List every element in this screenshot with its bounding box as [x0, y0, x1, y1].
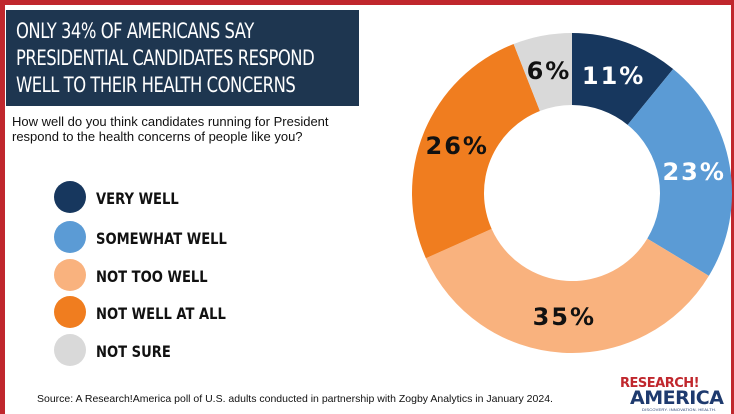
slice-label-somewhat-well: 23% [662, 158, 725, 186]
legend-swatch-not-too-well [54, 259, 86, 291]
logo-text-bottom: AMERICA [630, 387, 724, 409]
title-banner: ONLY 34% OF AMERICANS SAY PRESIDENTIAL C… [6, 10, 359, 106]
legend-item-not-too-well: NOT TOO WELL [54, 259, 314, 291]
slice-label-not-sure: 6% [527, 57, 572, 85]
slice-not-too-well [425, 228, 709, 353]
legend-label-somewhat-well: SOMEWHAT WELL [96, 229, 227, 248]
research-america-logo: RESEARCH! AMERICA DISCOVERY. INNOVATION.… [620, 376, 726, 412]
legend-label-not-well-at-all: NOT WELL AT ALL [96, 304, 226, 323]
donut-slices [412, 33, 733, 353]
legend-item-not-sure: NOT SURE [54, 334, 314, 366]
legend-item-not-well-at-all: NOT WELL AT ALL [54, 296, 314, 328]
slice-label-very-well: 11% [582, 62, 645, 90]
logo-text-top: RESEARCH! [620, 376, 700, 391]
legend-item-somewhat-well: SOMEWHAT WELL [54, 221, 314, 253]
slice-somewhat-well [627, 69, 733, 276]
question-line-1: How well do you think candidates running… [12, 114, 329, 129]
title-line-1: ONLY 34% OF AMERICANS SAY [16, 19, 254, 43]
title-line-3: WELL TO THEIR HEALTH CONCERNS [16, 73, 296, 97]
legend-label-not-sure: NOT SURE [96, 342, 171, 361]
slice-very-well [572, 33, 674, 125]
legend-swatch-not-well-at-all [54, 296, 86, 328]
legend-swatch-not-sure [54, 334, 86, 366]
question-line-2: respond to the health concerns of people… [12, 129, 303, 144]
legend-item-very-well: VERY WELL [54, 181, 314, 213]
slice-label-not-too-well: 35% [533, 303, 596, 331]
slice-label-not-well-at-all: 26% [426, 132, 489, 160]
survey-question: How well do you think candidates running… [12, 114, 372, 144]
legend-swatch-very-well [54, 181, 86, 213]
legend-label-not-too-well: NOT TOO WELL [96, 267, 208, 286]
title-line-2: PRESIDENTIAL CANDIDATES RESPOND [16, 46, 315, 70]
legend-swatch-somewhat-well [54, 221, 86, 253]
legend-label-very-well: VERY WELL [96, 189, 179, 208]
source-note: Source: A Research!America poll of U.S. … [37, 393, 553, 405]
logo-tagline: DISCOVERY. INNOVATION. HEALTH. [642, 407, 717, 412]
slice-not-well-at-all [412, 44, 540, 259]
slice-not-sure [513, 33, 572, 112]
donut-slice-labels: 11% 23% 35% 26% 6% [426, 57, 725, 331]
